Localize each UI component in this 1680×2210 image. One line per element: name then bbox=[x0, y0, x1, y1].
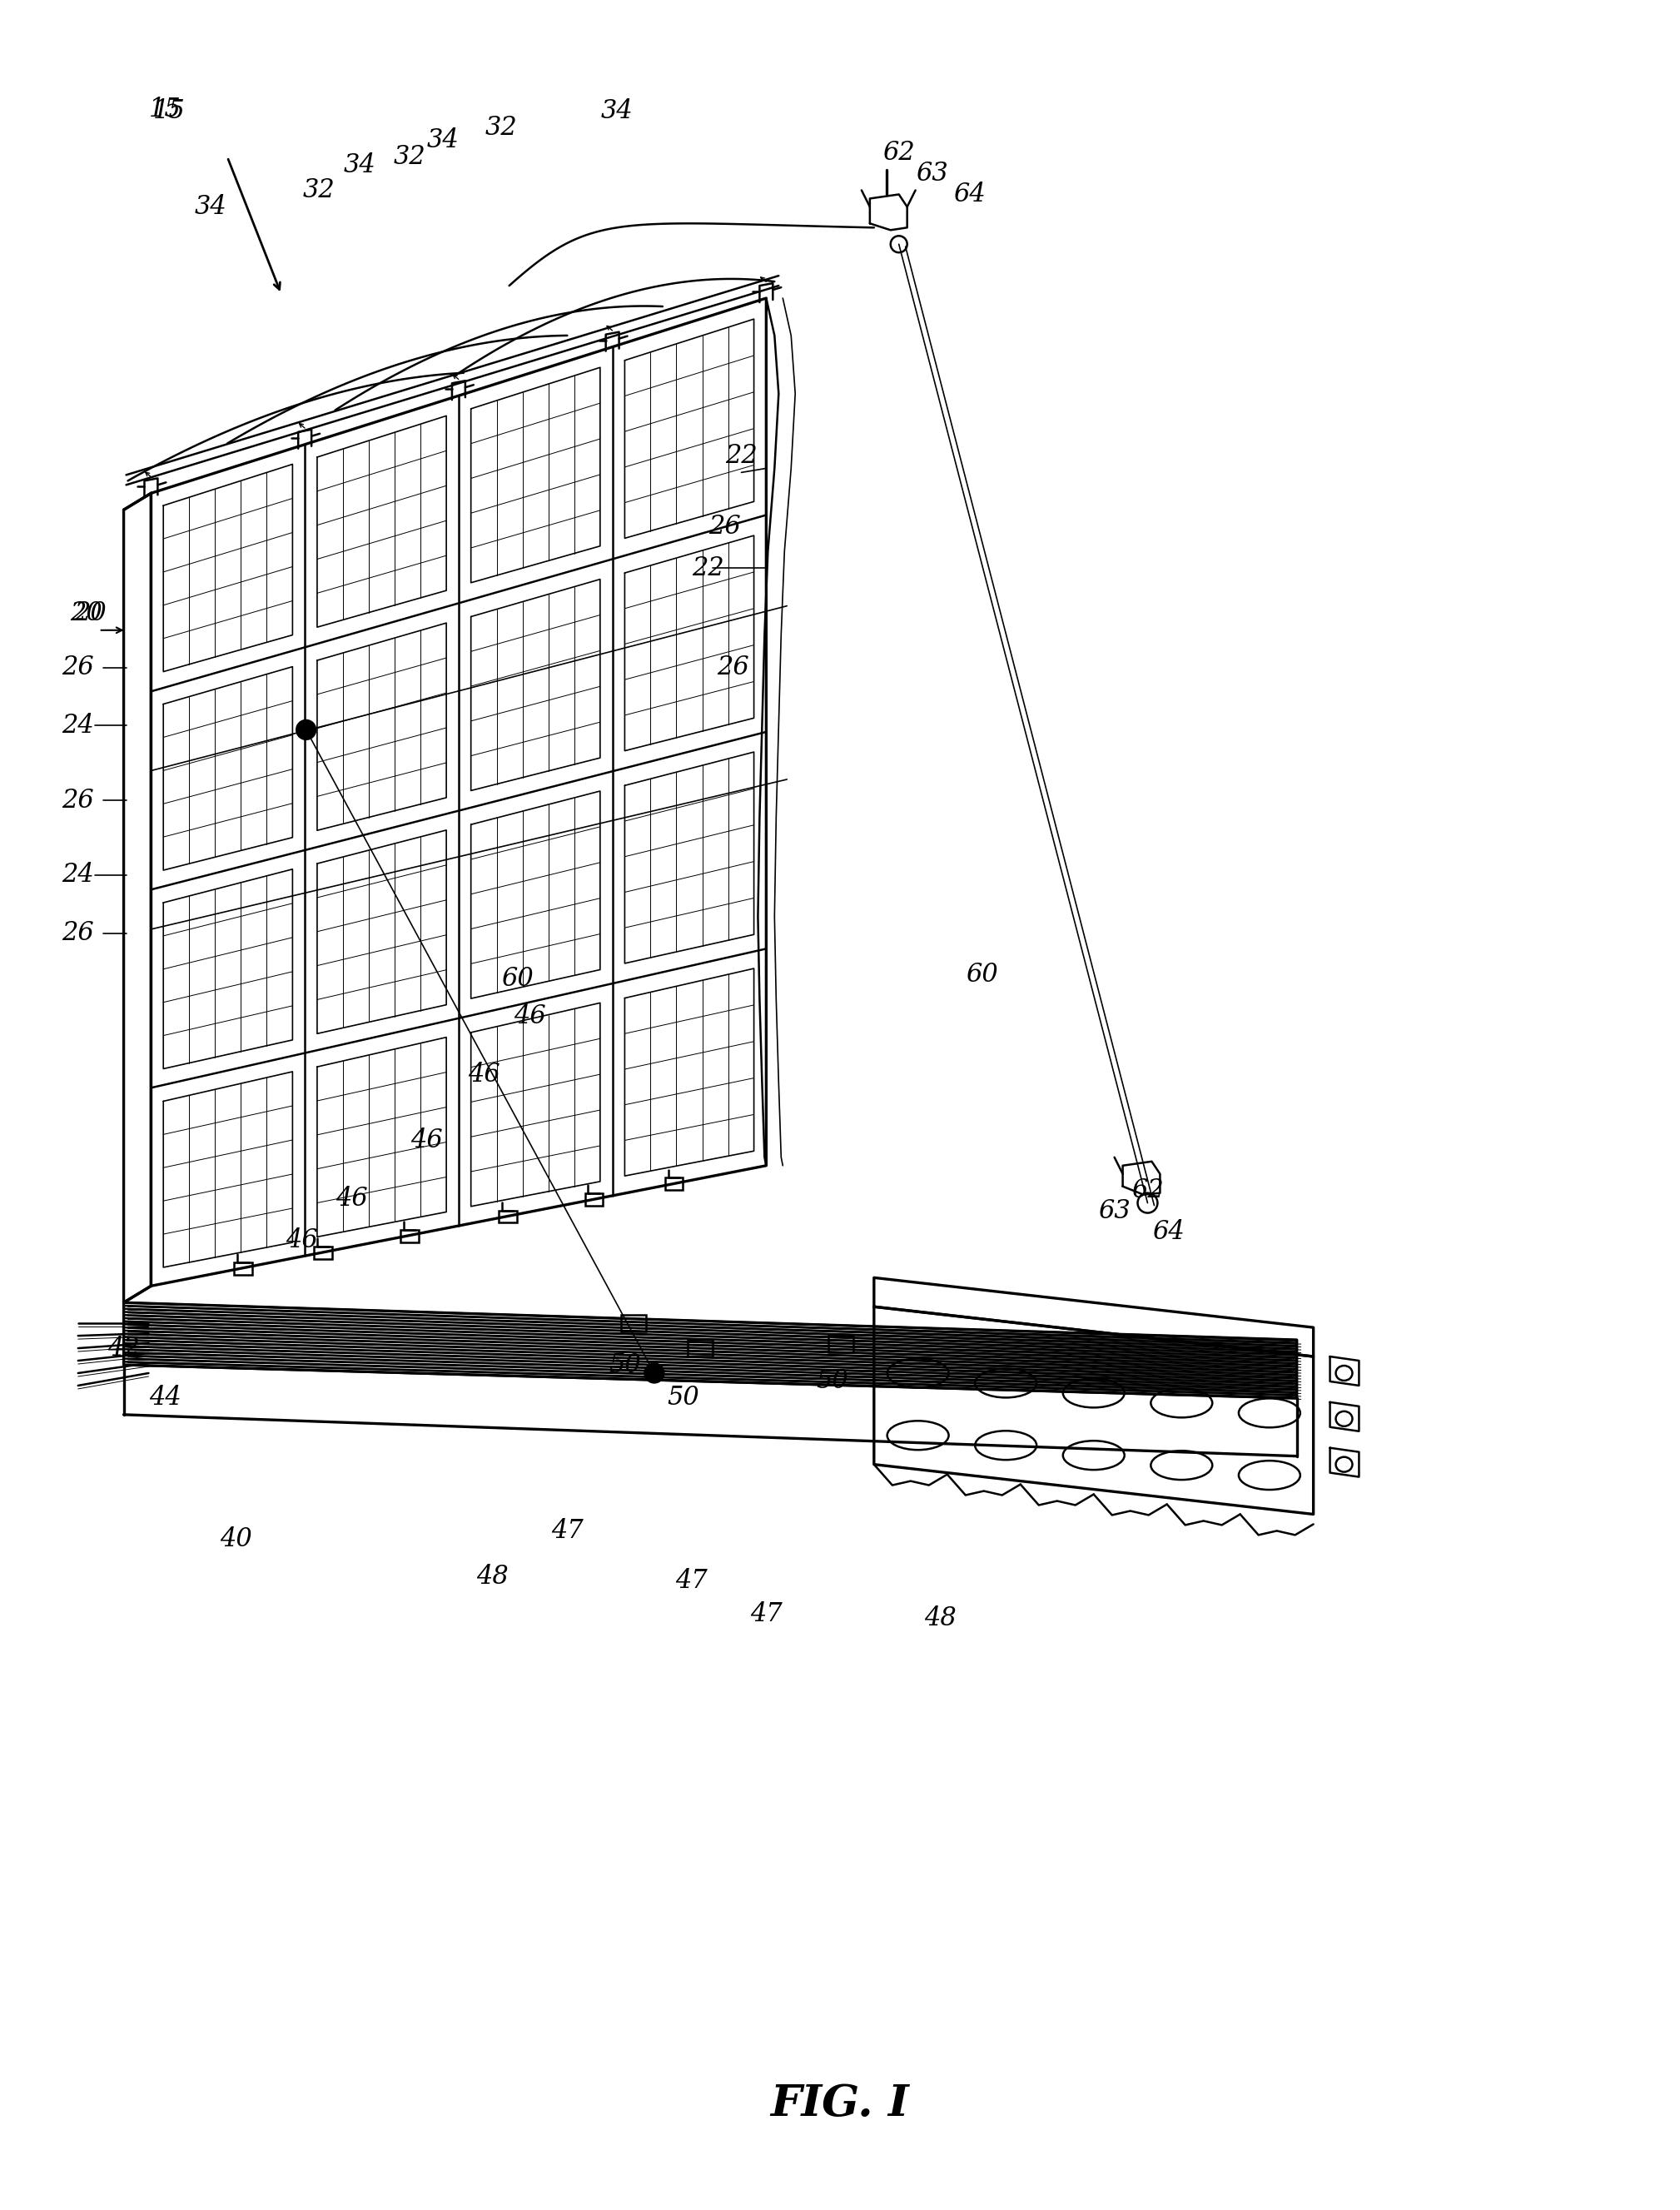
Text: 26: 26 bbox=[717, 654, 749, 681]
Text: 15: 15 bbox=[153, 99, 185, 124]
Bar bbox=[687, 1339, 712, 1357]
Text: 60: 60 bbox=[501, 966, 534, 992]
Text: 46: 46 bbox=[336, 1187, 368, 1211]
Bar bbox=[400, 1229, 418, 1242]
Text: 34: 34 bbox=[344, 152, 376, 179]
Text: 60: 60 bbox=[966, 961, 998, 988]
Circle shape bbox=[296, 720, 316, 740]
Text: 50: 50 bbox=[816, 1368, 848, 1395]
Text: 50: 50 bbox=[667, 1386, 699, 1410]
Text: 26: 26 bbox=[709, 513, 741, 539]
Text: 48: 48 bbox=[477, 1565, 509, 1589]
Text: 44: 44 bbox=[150, 1386, 181, 1410]
Text: 48: 48 bbox=[924, 1604, 956, 1631]
Text: 62: 62 bbox=[882, 139, 916, 166]
Text: 40: 40 bbox=[220, 1527, 252, 1551]
Text: 20: 20 bbox=[71, 601, 102, 625]
Text: 62: 62 bbox=[1131, 1178, 1164, 1204]
Text: 42: 42 bbox=[108, 1335, 139, 1361]
Text: 26: 26 bbox=[62, 787, 94, 813]
Text: 47: 47 bbox=[551, 1518, 583, 1545]
Text: 64: 64 bbox=[1152, 1220, 1184, 1244]
Bar bbox=[665, 1178, 684, 1191]
Text: 26: 26 bbox=[62, 919, 94, 946]
Text: 63: 63 bbox=[916, 161, 948, 186]
Text: 46: 46 bbox=[469, 1061, 501, 1087]
Text: 22: 22 bbox=[726, 442, 758, 469]
Text: 34: 34 bbox=[427, 128, 459, 152]
Bar bbox=[622, 1315, 647, 1333]
Text: 50: 50 bbox=[610, 1353, 642, 1377]
Text: 63: 63 bbox=[1099, 1198, 1131, 1224]
Text: 22: 22 bbox=[692, 555, 724, 581]
Bar bbox=[585, 1193, 603, 1207]
Text: 46: 46 bbox=[410, 1127, 442, 1154]
Text: 32: 32 bbox=[486, 115, 517, 141]
Text: 24: 24 bbox=[62, 862, 94, 888]
Text: 20: 20 bbox=[74, 601, 106, 625]
Text: 47: 47 bbox=[675, 1567, 707, 1593]
Text: 47: 47 bbox=[749, 1600, 783, 1627]
Text: 46: 46 bbox=[286, 1227, 318, 1253]
Text: 64: 64 bbox=[953, 181, 986, 208]
Text: 15: 15 bbox=[150, 97, 181, 122]
Bar bbox=[499, 1211, 517, 1222]
Bar bbox=[828, 1335, 853, 1353]
Text: 32: 32 bbox=[393, 144, 425, 170]
Circle shape bbox=[645, 1364, 664, 1383]
Text: 26: 26 bbox=[62, 654, 94, 681]
Text: 46: 46 bbox=[514, 1003, 546, 1030]
Text: FIG. I: FIG. I bbox=[771, 2082, 909, 2124]
Text: 24: 24 bbox=[62, 714, 94, 738]
Bar bbox=[234, 1262, 252, 1275]
Text: 34: 34 bbox=[601, 99, 633, 124]
Text: 34: 34 bbox=[195, 194, 227, 219]
Text: 32: 32 bbox=[302, 177, 334, 203]
Bar bbox=[314, 1246, 333, 1260]
